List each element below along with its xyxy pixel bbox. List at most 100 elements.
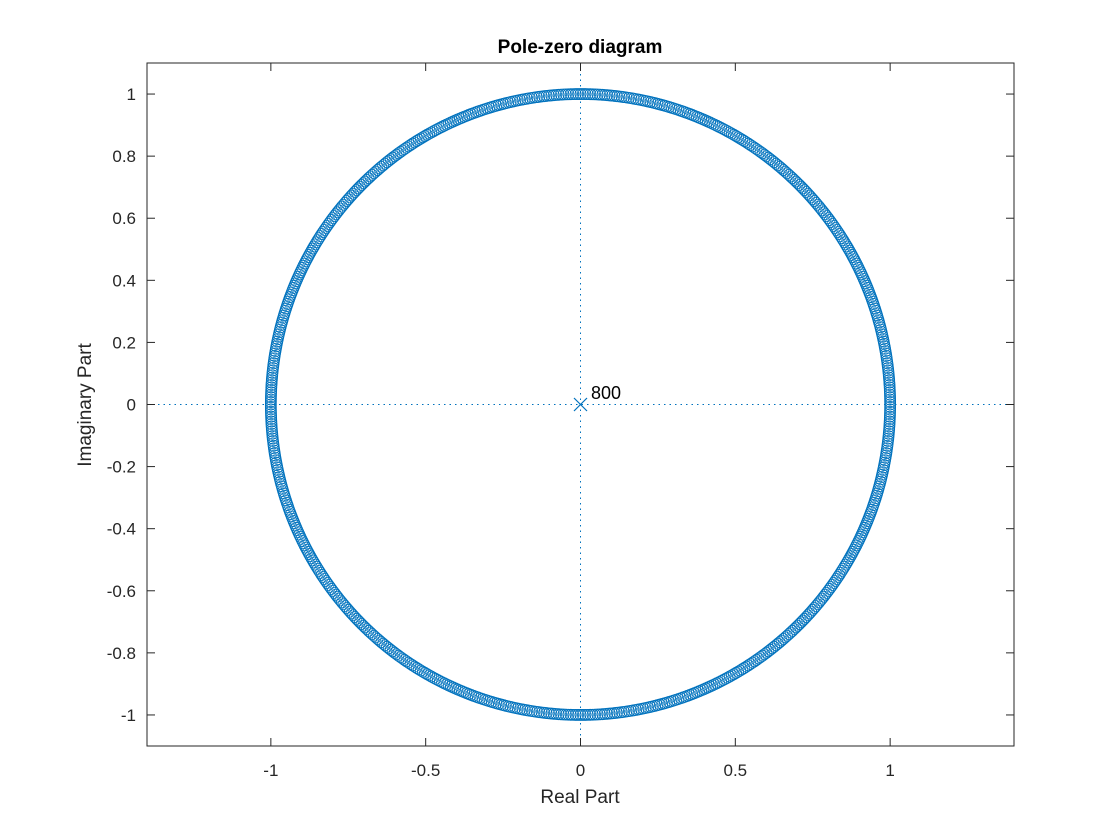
zero-marker — [762, 151, 775, 164]
y-tick-label: 1 — [127, 85, 136, 104]
zero-marker — [884, 398, 897, 411]
zero-marker — [825, 216, 837, 228]
zero-marker — [750, 653, 763, 666]
zero-marker — [572, 88, 584, 100]
zero-marker — [264, 393, 277, 406]
zero-marker — [396, 144, 409, 157]
zero-marker — [392, 649, 405, 662]
zero-marker — [317, 571, 329, 583]
zero-marker — [569, 709, 582, 721]
zero-marker — [265, 391, 277, 404]
zero-marker — [265, 410, 277, 423]
zero-marker — [754, 146, 767, 158]
poles-series — [573, 397, 588, 412]
y-tick-label: -0.6 — [107, 582, 136, 601]
zero-marker — [321, 220, 334, 232]
zero-marker — [388, 646, 401, 659]
zero-marker — [826, 218, 839, 230]
y-tick-label: 0.2 — [112, 333, 136, 352]
zero-marker — [738, 662, 751, 674]
zero-marker — [265, 413, 278, 426]
zero-marker — [569, 88, 582, 100]
zero-marker — [567, 708, 580, 721]
zero-marker — [390, 148, 403, 161]
zero-marker — [400, 141, 413, 154]
zero-marker — [328, 210, 341, 223]
zero-marker — [265, 408, 277, 421]
zero-marker — [581, 708, 594, 721]
zero-marker — [398, 653, 411, 666]
zero-marker — [820, 586, 833, 599]
zero-marker — [760, 150, 773, 163]
zero-marker — [329, 208, 342, 221]
zero-marker — [884, 408, 896, 421]
y-tick-label: -0.8 — [107, 644, 136, 663]
zero-marker — [572, 709, 584, 721]
zero-marker — [744, 658, 757, 670]
zero-marker — [756, 649, 769, 662]
y-axis-label: Imaginary Part — [75, 343, 96, 467]
zero-marker — [758, 148, 771, 161]
zero-marker — [746, 140, 759, 153]
zero-marker — [758, 648, 771, 661]
zero-marker — [313, 564, 325, 577]
pole-marker — [573, 397, 588, 412]
zero-marker — [325, 214, 338, 226]
zero-marker — [579, 709, 592, 721]
zero-marker — [883, 415, 896, 428]
zero-marker — [830, 573, 843, 585]
zero-marker — [408, 136, 421, 149]
x-tick-label: 0.5 — [724, 761, 748, 780]
zero-marker — [265, 386, 277, 399]
zero-marker — [390, 648, 403, 661]
zero-marker — [827, 220, 840, 232]
y-tick-label: -0.4 — [107, 520, 136, 539]
zero-marker — [394, 651, 407, 663]
zero-marker — [410, 135, 423, 147]
zero-marker — [884, 393, 897, 406]
x-tick-label: 1 — [885, 761, 894, 780]
zero-marker — [318, 224, 331, 236]
zero-marker — [884, 386, 896, 399]
zero-marker — [586, 88, 599, 101]
zero-marker — [326, 212, 339, 224]
zero-marker — [404, 139, 417, 151]
zero-marker — [321, 577, 334, 589]
zero-marker — [740, 660, 753, 673]
zero-marker — [742, 659, 755, 672]
zero-marker — [324, 581, 336, 593]
zero-marker — [319, 222, 332, 234]
zero-marker — [398, 143, 411, 156]
zero-marker — [564, 708, 577, 721]
zero-marker — [884, 403, 897, 416]
zero-marker — [386, 645, 399, 658]
zero-marker — [564, 88, 577, 101]
zero-marker — [829, 222, 842, 234]
zero-marker — [384, 643, 397, 656]
zero-marker — [748, 141, 761, 154]
zero-marker — [574, 88, 587, 100]
zero-marker — [837, 234, 850, 247]
zero-marker — [311, 562, 324, 575]
y-tick-label: -0.2 — [107, 458, 136, 477]
zero-marker — [825, 581, 837, 593]
zero-marker — [830, 224, 843, 236]
zero-marker — [884, 410, 896, 423]
zero-marker — [402, 140, 415, 153]
x-axis-ticks: -1 -0.5 0 0.5 1 — [263, 63, 895, 780]
zero-marker — [264, 401, 277, 413]
zero-marker — [318, 573, 331, 585]
chart-title: Pole-zero diagram — [498, 37, 663, 58]
zero-marker — [402, 656, 415, 669]
zero-marker — [265, 381, 278, 394]
zero-marker — [317, 226, 329, 238]
zero-marker — [884, 391, 896, 404]
zero-marker — [823, 214, 836, 226]
zero-marker — [560, 708, 572, 721]
zero-marker — [827, 577, 840, 589]
zero-marker — [394, 146, 407, 158]
zero-marker — [322, 218, 335, 230]
zero-marker — [752, 652, 765, 665]
